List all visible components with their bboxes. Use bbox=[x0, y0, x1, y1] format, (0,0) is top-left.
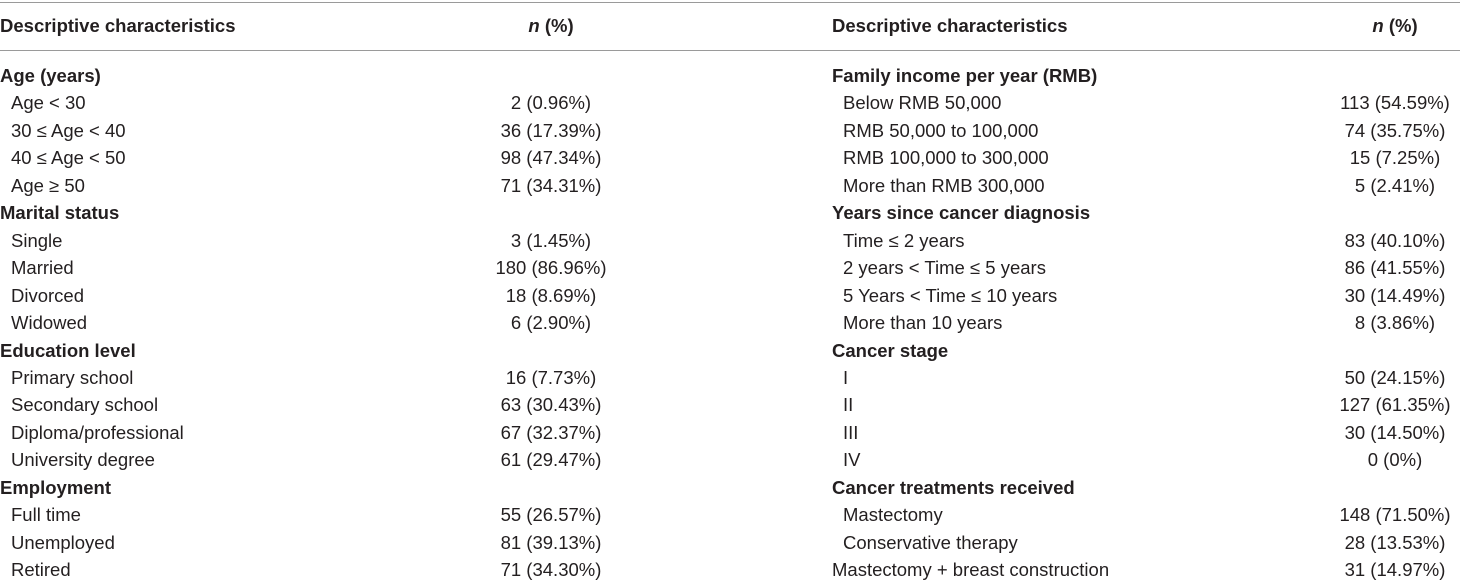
left-n-symbol: n bbox=[528, 15, 540, 36]
left-row-label: Age ≥ 50 bbox=[11, 174, 85, 196]
table-top-rule bbox=[0, 2, 1460, 3]
right-row-value: 50 (24.15%) bbox=[1344, 366, 1446, 388]
left-row-value: 3 (1.45%) bbox=[510, 229, 592, 251]
right-row-value: 0 (0%) bbox=[1367, 449, 1423, 471]
left-row-label: Primary school bbox=[11, 366, 134, 388]
left-row-value: 6 (2.90%) bbox=[510, 312, 592, 334]
right-row-value: 148 (71.50%) bbox=[1339, 504, 1451, 526]
right-pct-symbol: (%) bbox=[1383, 15, 1418, 36]
right-row-value: 5 (2.41%) bbox=[1354, 174, 1436, 196]
right-row-label: Time ≤ 2 years bbox=[843, 229, 965, 251]
right-category-label: Family income per year (RMB) bbox=[832, 65, 1098, 86]
right-row-label: RMB 100,000 to 300,000 bbox=[843, 147, 1049, 169]
left-row-label: Diploma/professional bbox=[11, 421, 184, 443]
left-row-value: 71 (34.30%) bbox=[500, 559, 602, 581]
left-row-value: 71 (34.31%) bbox=[500, 174, 602, 196]
left-row-label: University degree bbox=[11, 449, 155, 471]
right-row-value: 30 (14.50%) bbox=[1344, 421, 1446, 443]
right-n-symbol: n bbox=[1372, 15, 1384, 36]
right-row-value: 86 (41.55%) bbox=[1344, 257, 1446, 279]
right-row-label: II bbox=[843, 394, 854, 416]
right-row-label: RMB 50,000 to 100,000 bbox=[843, 119, 1039, 141]
right-row-label: Mastectomy bbox=[843, 504, 943, 526]
left-row-value: 55 (26.57%) bbox=[500, 504, 602, 526]
left-row-label: Age < 30 bbox=[11, 92, 86, 114]
right-row-label: More than 10 years bbox=[843, 312, 1003, 334]
right-value-header: n (%) bbox=[1250, 12, 1460, 39]
right-row-label: 2 years < Time ≤ 5 years bbox=[843, 257, 1046, 279]
left-row-label: Married bbox=[11, 257, 74, 279]
right-row-value: 83 (40.10%) bbox=[1344, 229, 1446, 251]
right-row-value: 8 (3.86%) bbox=[1354, 312, 1436, 334]
left-pct-symbol: (%) bbox=[539, 15, 574, 36]
right-row-label: I bbox=[843, 366, 849, 388]
left-row-value: 81 (39.13%) bbox=[500, 531, 602, 553]
right-row-label: III bbox=[843, 421, 859, 443]
left-category-label: Age (years) bbox=[0, 65, 101, 86]
left-category-label: Education level bbox=[0, 339, 136, 361]
right-category-label: Years since cancer diagnosis bbox=[832, 202, 1091, 224]
left-row-value: 61 (29.47%) bbox=[500, 449, 602, 471]
left-row-label: Divorced bbox=[11, 284, 84, 306]
left-row-value: 16 (7.73%) bbox=[505, 366, 597, 388]
left-row-value: 2 (0.96%) bbox=[510, 92, 592, 114]
right-row-label: More than RMB 300,000 bbox=[843, 174, 1045, 196]
right-row-value: 15 (7.25%) bbox=[1349, 147, 1441, 169]
right-category-label: Cancer treatments received bbox=[832, 476, 1075, 498]
left-row-value: 18 (8.69%) bbox=[505, 284, 597, 306]
right-row-value: 30 (14.49%) bbox=[1344, 284, 1446, 306]
right-row-label: 5 Years < Time ≤ 10 years bbox=[843, 284, 1058, 306]
left-row-label: Unemployed bbox=[11, 531, 115, 553]
right-row-label: IV bbox=[843, 449, 861, 471]
left-row-label: Single bbox=[11, 229, 63, 251]
left-row-label: Secondary school bbox=[11, 394, 159, 416]
left-row-label: 40 ≤ Age < 50 bbox=[11, 147, 126, 169]
right-category-label: Cancer stage bbox=[832, 339, 949, 361]
left-category-label: Employment bbox=[0, 476, 112, 498]
left-row-value: 98 (47.34%) bbox=[500, 147, 602, 169]
left-row-value: 67 (32.37%) bbox=[500, 421, 602, 443]
right-row-value: 127 (61.35%) bbox=[1339, 394, 1451, 416]
left-row-label: Retired bbox=[11, 559, 71, 581]
left-category-label: Marital status bbox=[0, 202, 120, 224]
right-column-header: Descriptive characteristics bbox=[832, 15, 1068, 36]
right-row-label: Conservative therapy bbox=[843, 531, 1018, 553]
left-row-value: 36 (17.39%) bbox=[500, 119, 602, 141]
right-row-value: 31 (14.97%) bbox=[1344, 559, 1446, 581]
left-row-label: 30 ≤ Age < 40 bbox=[11, 119, 126, 141]
left-row-label: Full time bbox=[11, 504, 81, 526]
right-row-value: 74 (35.75%) bbox=[1344, 119, 1446, 141]
left-row-value: 63 (30.43%) bbox=[500, 394, 602, 416]
right-row-label: Below RMB 50,000 bbox=[843, 92, 1002, 114]
left-row-label: Widowed bbox=[11, 312, 88, 334]
left-value-header: n (%) bbox=[400, 12, 702, 39]
header-rule bbox=[0, 50, 1460, 51]
left-row-value: 180 (86.96%) bbox=[495, 257, 607, 279]
left-column-header: Descriptive characteristics bbox=[0, 15, 236, 36]
right-row-value: 113 (54.59%) bbox=[1340, 92, 1450, 114]
right-row-label: Mastectomy + breast construction bbox=[832, 559, 1110, 581]
right-row-value: 28 (13.53%) bbox=[1344, 531, 1446, 553]
